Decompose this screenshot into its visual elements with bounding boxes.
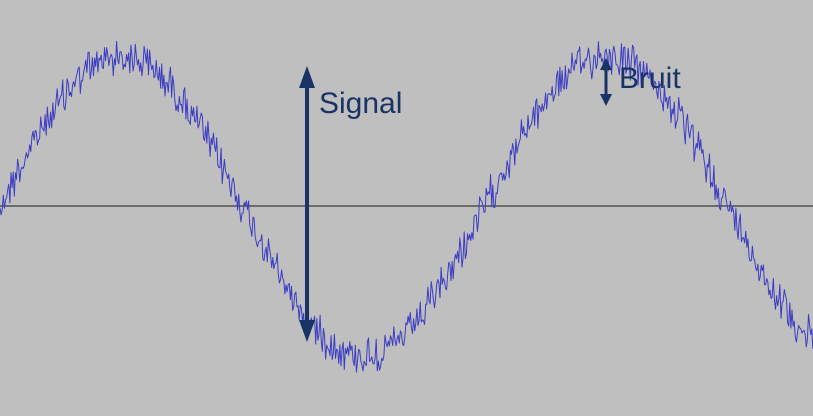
noise-label: Bruit [619,62,681,95]
signal-amplitude-arrow [299,66,315,342]
noise-amplitude-arrow [600,58,612,106]
signal-label: Signal [319,87,403,120]
noisy-sine-waveform [0,40,813,373]
